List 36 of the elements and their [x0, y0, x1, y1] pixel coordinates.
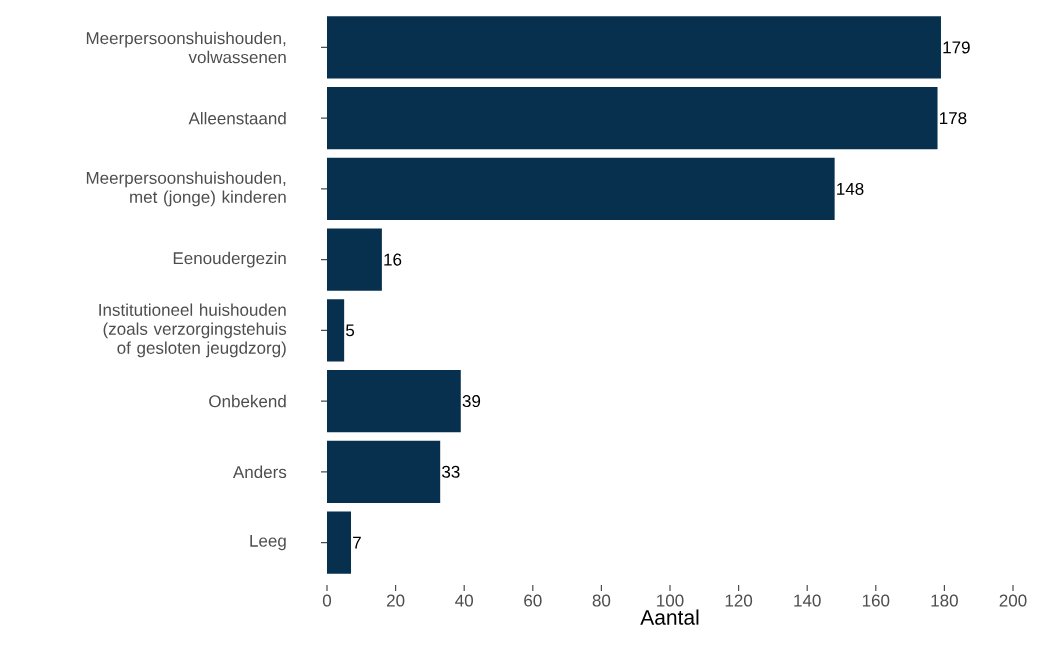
bar: [327, 511, 352, 574]
data-label: 179: [943, 41, 970, 54]
data-label: 7: [353, 536, 361, 549]
x-tick-label: 120: [725, 594, 753, 607]
bar: [327, 440, 441, 503]
x-tick-label: 140: [794, 594, 821, 607]
x-tick-label: 80: [592, 594, 611, 607]
data-label: 33: [442, 465, 460, 478]
bar: [327, 87, 938, 150]
y-tick-label: Onbekend: [209, 394, 286, 408]
x-tick-label: 100: [657, 594, 684, 607]
x-tick-label: 160: [862, 594, 890, 607]
x-tick-label: 180: [931, 594, 958, 607]
y-tick-label: Meerpersoonshuishouden, volwassenen: [86, 31, 286, 64]
x-tick-label: 20: [387, 594, 405, 607]
data-label: 16: [384, 253, 402, 266]
bar: [327, 157, 835, 221]
y-tick-label: Institutioneel huishouden (zoals verzorgingstehuis of gesloten jeugdzorg): [99, 303, 287, 358]
y-tick-label: Eenoudergezin: [173, 251, 286, 268]
y-tick-label: Leeg: [250, 534, 286, 551]
y-tick-label: Anders: [232, 465, 287, 479]
bar: [327, 228, 382, 291]
data-label: 39: [462, 395, 481, 408]
x-tick-label: 60: [524, 594, 542, 607]
data-label: 148: [837, 182, 864, 195]
y-tick-label: Meerpersoonshuishouden, met (jonge) kinderen: [86, 171, 286, 207]
x-tick-label: 0: [322, 594, 332, 607]
bar: [327, 299, 345, 362]
y-tick-label: Alleenstaand: [188, 111, 286, 125]
x-axis-title: Aantal: [640, 609, 699, 625]
x-tick-label: 200: [999, 594, 1027, 607]
data-label: 178: [940, 112, 967, 125]
bar: [327, 16, 941, 79]
data-label: 5: [346, 324, 355, 337]
x-tick-label: 40: [455, 594, 473, 607]
bar: [327, 369, 461, 433]
